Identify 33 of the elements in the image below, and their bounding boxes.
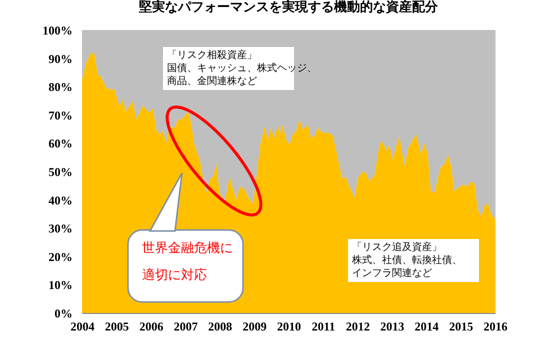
annotation: 世界金融危機に [142, 241, 233, 256]
annotation: 適切に対応 [142, 267, 207, 283]
x-tick-label: 2014 [414, 320, 439, 334]
y-tick-label: 90% [48, 52, 72, 66]
x-tick-label: 2013 [380, 320, 404, 334]
y-tick-label: 60% [48, 136, 72, 151]
x-tick-label: 2005 [104, 320, 129, 334]
x-tick-label: 2006 [139, 320, 164, 334]
annotation: 株式、社債、転換社債、 [351, 254, 462, 266]
y-tick-label: 80% [48, 80, 72, 94]
x-tick-label: 2011 [312, 320, 336, 334]
x-tick-label: 2016 [484, 320, 508, 334]
x-tick-label: 2015 [449, 320, 474, 334]
x-tick-label: 2009 [242, 320, 267, 334]
x-tick-label: 2012 [346, 320, 370, 334]
x-tick-label: 2004 [70, 320, 94, 334]
x-tick-label: 2010 [277, 320, 301, 334]
y-tick-label: 0% [54, 306, 72, 320]
y-tick-label: 20% [48, 250, 72, 264]
y-tick-label: 10% [48, 278, 72, 292]
y-tick-label: 40% [48, 193, 72, 208]
annotation: 「リスク追及資産」 [352, 241, 442, 253]
annotation: 「リスク相殺資産」 [167, 49, 257, 61]
x-tick-label: 2007 [174, 320, 198, 334]
y-tick-label: 50% [48, 165, 72, 179]
annotation: 商品、金関連株など [167, 75, 257, 87]
annotation: 国債、キャッシュ、株式ヘッジ、 [167, 62, 317, 74]
y-tick-label: 70% [48, 108, 72, 122]
y-tick-label: 30% [48, 222, 72, 236]
annotation: インフラ関連など [352, 267, 432, 279]
y-tick-label: 100% [42, 24, 72, 38]
x-tick-label: 2008 [208, 320, 232, 334]
chart-title: 堅実なパフォーマンスを実現する機動的な資産配分 [138, 0, 439, 15]
